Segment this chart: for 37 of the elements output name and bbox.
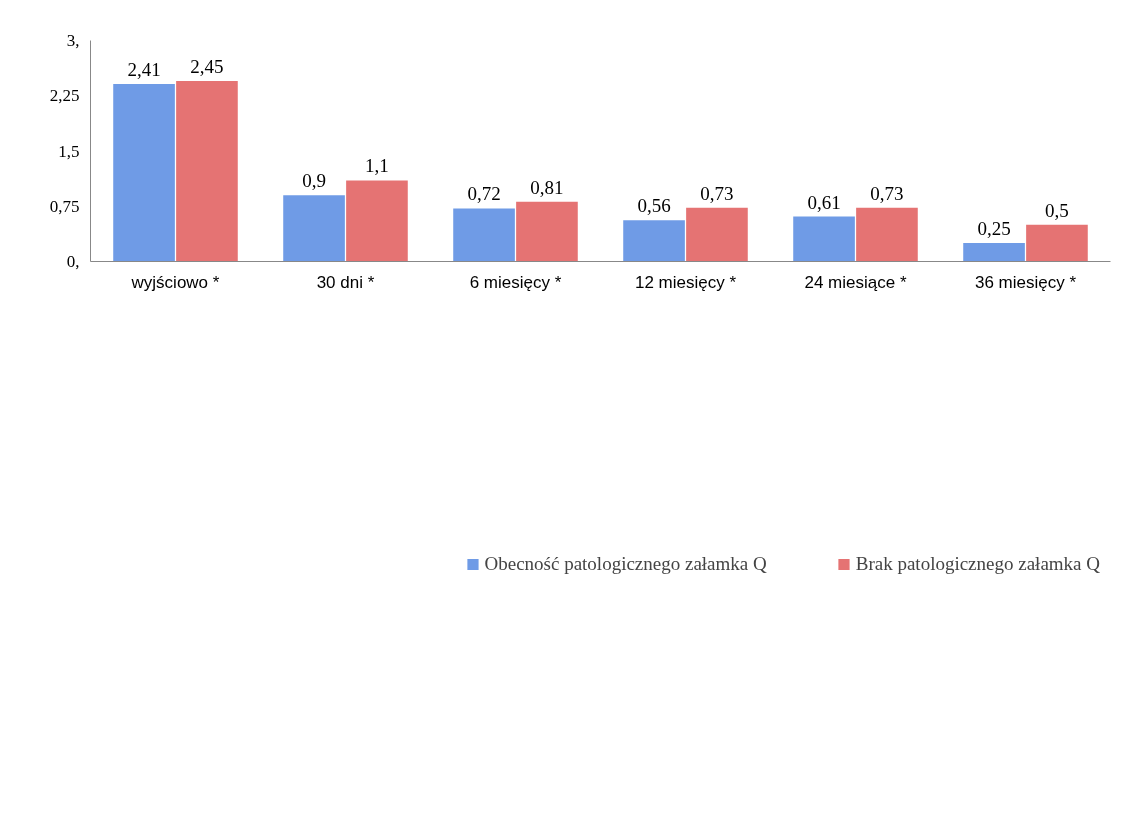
y-tick-label: 0, xyxy=(66,252,80,271)
data-label: 0,72 xyxy=(467,183,501,205)
bar xyxy=(453,208,515,262)
x-tick-label: 24 miesiące * xyxy=(804,272,907,292)
y-tick-label: 1,5 xyxy=(58,141,80,161)
data-label: 2,41 xyxy=(127,58,161,80)
bar xyxy=(346,180,408,262)
data-label: 0,25 xyxy=(977,218,1011,240)
legend-label: Brak patologicznego załamka Q xyxy=(855,553,1100,575)
bar xyxy=(1026,224,1088,262)
bar xyxy=(113,83,175,262)
y-tick-label: 2,25 xyxy=(49,86,80,106)
bar xyxy=(283,195,345,262)
x-tick-label: wyjściowo * xyxy=(130,272,220,292)
y-tick-label: 3, xyxy=(66,31,80,50)
x-tick-label: 6 miesięcy * xyxy=(469,272,562,292)
bar xyxy=(686,207,748,262)
bar xyxy=(963,243,1025,262)
bar xyxy=(793,216,855,262)
x-tick-label: 30 dni * xyxy=(316,272,375,292)
x-tick-label: 36 miesięcy * xyxy=(974,272,1077,292)
bar xyxy=(176,81,238,262)
x-tick-label: 12 miesięcy * xyxy=(634,272,737,292)
bar xyxy=(856,207,918,262)
data-label: 0,73 xyxy=(700,182,734,204)
data-label: 2,45 xyxy=(190,56,224,78)
data-label: 0,81 xyxy=(530,176,564,198)
data-label: 0,56 xyxy=(637,195,671,217)
y-tick-label: 0,75 xyxy=(49,196,80,216)
bar xyxy=(623,220,685,262)
data-label: 0,9 xyxy=(302,170,326,192)
data-label: 0,73 xyxy=(870,182,904,204)
legend-label: Obecność patologicznego załamka Q xyxy=(484,553,767,575)
data-label: 0,5 xyxy=(1045,199,1069,221)
bar xyxy=(516,201,578,262)
data-label: 0,61 xyxy=(807,191,841,213)
data-label: 1,1 xyxy=(365,155,389,177)
